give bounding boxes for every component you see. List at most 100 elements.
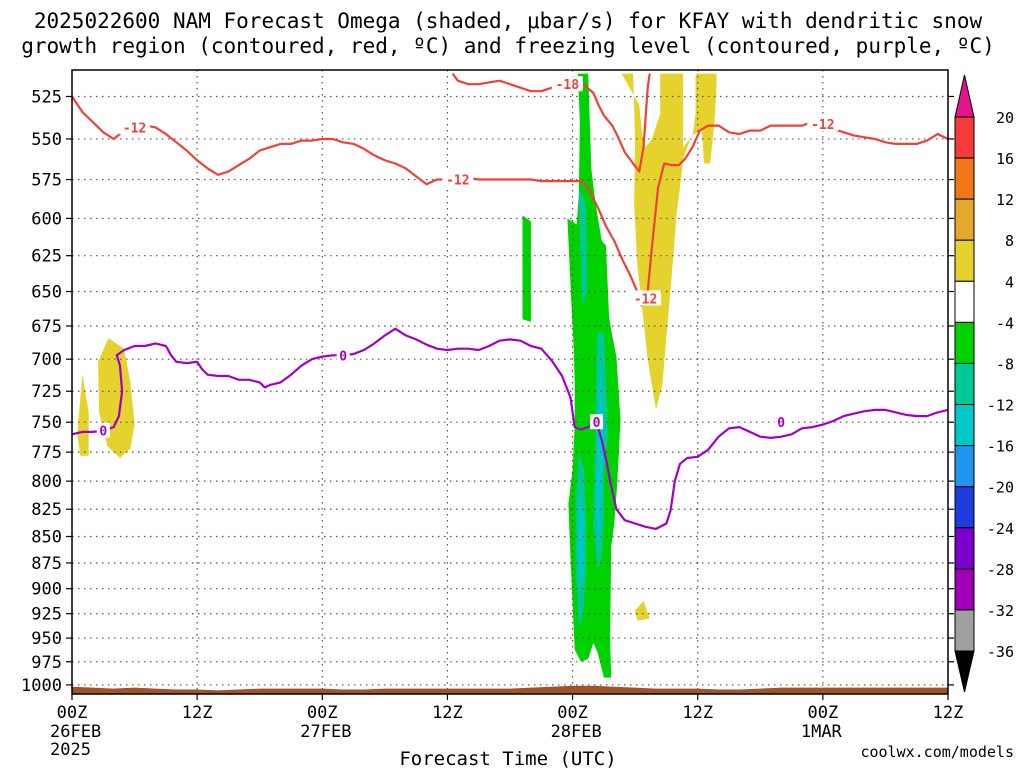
y-tick-label-700: 700 (31, 350, 62, 370)
contour-label-bg-1-0 (551, 76, 583, 92)
credit-text: coolwx.com/models (860, 743, 1014, 761)
contour-label-bg-0-2 (630, 290, 662, 306)
contour-label-bg-0-1 (442, 171, 474, 187)
y-tick-label-900: 900 (31, 580, 62, 600)
colorbar-bin-10 (954, 527, 975, 570)
contour-label-bg-2-1 (336, 347, 350, 363)
chart-title-line1: 2025022600 NAM Forecast Omega (shaded, μ… (34, 9, 983, 33)
x-year-label-0: 2025 (50, 740, 91, 760)
y-tick-label-950: 950 (31, 629, 62, 649)
x-date-label-6: 1MAR (801, 722, 843, 742)
omega-region-10 (595, 359, 604, 548)
dgz-contour-line-1 (451, 72, 651, 173)
y-tick-label-875: 875 (31, 554, 62, 574)
colorbar-label-5: -4 (996, 314, 1014, 332)
plot-frame (71, 69, 949, 695)
colorbar-top-arrow (954, 74, 975, 118)
y-tick-label-600: 600 (31, 209, 62, 229)
colorbar-label-10: -24 (987, 520, 1014, 538)
colorbar-label-4: 4 (1005, 273, 1014, 291)
contour-label-2-3: 0 (777, 416, 785, 431)
y-tick-label-1000: 1000 (21, 676, 62, 696)
colorbar-bin-6 (954, 362, 975, 406)
colorbar-bin-3 (954, 239, 975, 282)
contour-label-2-2: 0 (593, 416, 601, 431)
colorbar-label-7: -12 (987, 397, 1014, 415)
y-tick-label-825: 825 (31, 500, 62, 520)
y-tick-label-925: 925 (31, 605, 62, 625)
omega-region-3 (635, 600, 650, 621)
x-tick-label-7: 12Z (933, 703, 964, 723)
colorbar-bin-11 (954, 568, 975, 611)
x-date-label-0: 26FEB (50, 722, 101, 742)
omega-region-2 (621, 73, 717, 410)
colorbar-label-13: -36 (987, 643, 1014, 661)
colorbar-label-9: -20 (987, 479, 1014, 497)
contour-label-0-2: -12 (634, 293, 657, 308)
contour-label-bg-2-0 (96, 422, 110, 438)
dgz-contour-line-0 (72, 95, 948, 307)
chart-title-line2: growth region (contoured, red, ºC) and f… (21, 34, 995, 58)
contour-label-0-3: -12 (811, 118, 834, 133)
y-tick-label-975: 975 (31, 653, 62, 673)
x-tick-label-4: 00Z (557, 703, 588, 723)
colorbar-label-8: -16 (987, 438, 1014, 456)
x-tick-label-6: 00Z (807, 703, 838, 723)
y-tick-label-775: 775 (31, 443, 62, 463)
colorbar-label-11: -28 (987, 561, 1014, 579)
colorbar-bin-4 (954, 280, 975, 323)
omega-region-11 (577, 486, 583, 589)
contour-label-bg-2-3 (774, 414, 788, 430)
omega-region-7 (578, 187, 588, 306)
plot-inner: -12 -12 -12 -12 -18 0 0 0 0 (72, 70, 948, 694)
y-tick-label-525: 525 (31, 87, 62, 107)
x-tick-label-2: 00Z (307, 703, 338, 723)
colorbar-label-0: 20 (996, 109, 1014, 127)
omega-region-6 (567, 73, 621, 678)
colorbar-label-1: 16 (996, 150, 1014, 168)
omega-region-0 (77, 374, 89, 456)
x-tick-label-3: 12Z (432, 703, 463, 723)
colorbar-label-12: -32 (987, 602, 1014, 620)
colorbar-bin-2 (954, 198, 975, 241)
x-tick-label-0: 00Z (57, 703, 88, 723)
y-tick-label-625: 625 (31, 247, 62, 267)
y-tick-label-800: 800 (31, 472, 62, 492)
y-tick-label-725: 725 (31, 382, 62, 402)
contour-label-2-1: 0 (339, 349, 347, 364)
contour-label-0-0: -12 (123, 121, 146, 136)
x-tick-label-5: 12Z (682, 703, 713, 723)
y-tick-label-850: 850 (31, 527, 62, 547)
contour-label-bg-2-2 (590, 414, 604, 430)
colorbar-bottom-arrow (954, 650, 975, 693)
contour-label-2-0: 0 (99, 425, 107, 440)
ground-terrain (72, 685, 948, 694)
colorbar-bin-0 (954, 116, 975, 159)
freezing-level-contour-line-2 (72, 327, 948, 530)
contour-label-0-1: -12 (446, 174, 469, 189)
colorbar-label-3: 8 (1005, 232, 1014, 250)
plot-area: -12 -12 -12 -12 -18 0 0 0 0 (71, 69, 949, 695)
colorbar-label-2: 12 (996, 191, 1014, 209)
x-date-label-2: 27FEB (300, 722, 351, 742)
x-tick-label-1: 12Z (182, 703, 213, 723)
omega-region-5 (522, 215, 531, 322)
colorbar-bin-12 (954, 609, 975, 652)
colorbar-bin-5 (954, 321, 975, 364)
y-tick-label-675: 675 (31, 317, 62, 337)
colorbar-bin-7 (954, 404, 975, 447)
x-date-label-4: 28FEB (551, 722, 602, 742)
contour-label-bg-0-0 (119, 119, 151, 135)
y-tick-label-575: 575 (31, 171, 62, 191)
colorbar-legend: 20 16 12 8 4 -4 -8 -12 -16 -20 -24 -28 -32 -36 (954, 74, 1014, 693)
contour-label-1-0: -18 (556, 78, 580, 93)
colorbar-label-6: -8 (996, 355, 1014, 373)
x-axis-label: Forecast Time (UTC) (399, 748, 616, 768)
y-tick-label-750: 750 (31, 413, 62, 433)
contour-label-bg-0-3 (807, 115, 839, 131)
colorbar-bin-1 (954, 157, 975, 200)
y-tick-label-650: 650 (31, 283, 62, 303)
colorbar-bin-9 (954, 486, 975, 529)
